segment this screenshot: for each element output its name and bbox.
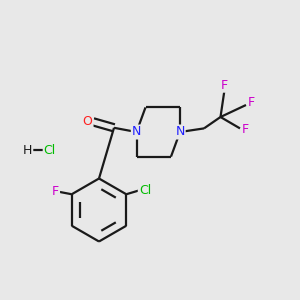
Text: F: F <box>52 185 59 198</box>
Text: F: F <box>248 96 255 109</box>
Text: N: N <box>175 125 185 139</box>
Text: F: F <box>242 123 249 136</box>
Text: F: F <box>221 79 228 92</box>
Text: H: H <box>23 143 32 157</box>
Text: Cl: Cl <box>44 143 56 157</box>
Text: N: N <box>132 125 141 139</box>
Text: Cl: Cl <box>139 184 151 197</box>
Text: O: O <box>83 115 92 128</box>
